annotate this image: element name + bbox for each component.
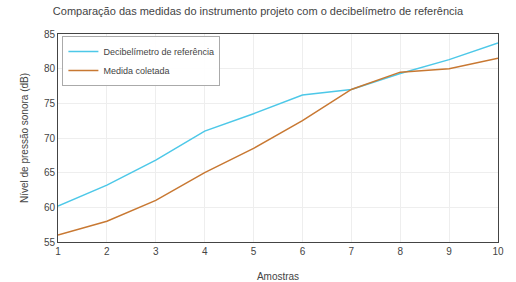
svg-text:1: 1 <box>55 246 61 257</box>
svg-text:9: 9 <box>446 246 452 257</box>
svg-text:Amostras: Amostras <box>257 271 299 282</box>
svg-text:75: 75 <box>44 98 56 109</box>
svg-text:7: 7 <box>349 246 355 257</box>
svg-text:55: 55 <box>44 237 56 248</box>
svg-text:Nível de pressão sonora (dB): Nível de pressão sonora (dB) <box>19 73 30 203</box>
svg-text:Decibelímetro de referência: Decibelímetro de referência <box>103 47 214 57</box>
svg-text:60: 60 <box>44 202 56 213</box>
svg-text:5: 5 <box>251 246 257 257</box>
svg-text:4: 4 <box>202 246 208 257</box>
svg-text:80: 80 <box>44 63 56 74</box>
svg-text:2: 2 <box>104 246 110 257</box>
svg-text:10: 10 <box>492 246 504 257</box>
svg-text:85: 85 <box>44 29 56 40</box>
svg-text:Comparação das medidas do inst: Comparação das medidas do instrumento pr… <box>53 5 464 17</box>
svg-text:6: 6 <box>300 246 306 257</box>
svg-text:65: 65 <box>44 167 56 178</box>
svg-text:70: 70 <box>44 133 56 144</box>
svg-text:3: 3 <box>153 246 159 257</box>
svg-text:Medida coletada: Medida coletada <box>103 66 169 76</box>
svg-text:8: 8 <box>397 246 403 257</box>
